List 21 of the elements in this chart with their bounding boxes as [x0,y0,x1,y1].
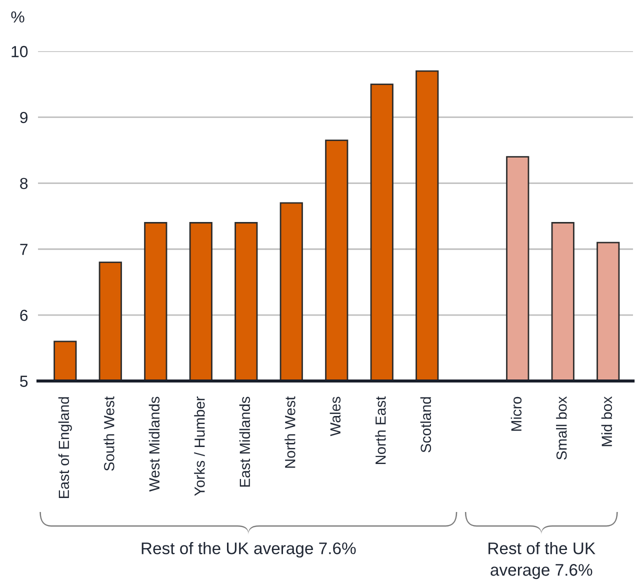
x-tick-label: West Midlands [148,396,160,492]
x-tick-label: East of England [58,397,72,498]
text: Rest of the UK average 7.6% [142,542,356,558]
x-tick-label: East Midlands [239,396,250,487]
x-tick-label: Mid box [601,396,612,446]
y-tick-label: 10 [12,46,28,58]
x-tick-label: Micro [510,396,522,431]
x-tick-label: North West [284,396,296,468]
x-tick-label: Scotland [420,397,432,452]
x-tick-label: Yorks / Humber [194,396,205,496]
y-tick-label: 6 [20,310,28,322]
x-tick-label: South West [104,396,114,471]
y-axis-title: % [11,11,24,23]
y-tick-label: 7 [20,244,28,255]
y-tick-label: 5 [20,376,28,387]
y-tick-label: 9 [20,112,28,124]
y-tick-label: 8 [20,178,28,190]
text: Rest of the UK average 7.6% [488,542,596,580]
x-tick-label: North East [375,396,386,464]
x-tick-label: Small box [556,396,567,460]
x-tick-label: Wales [330,396,341,436]
